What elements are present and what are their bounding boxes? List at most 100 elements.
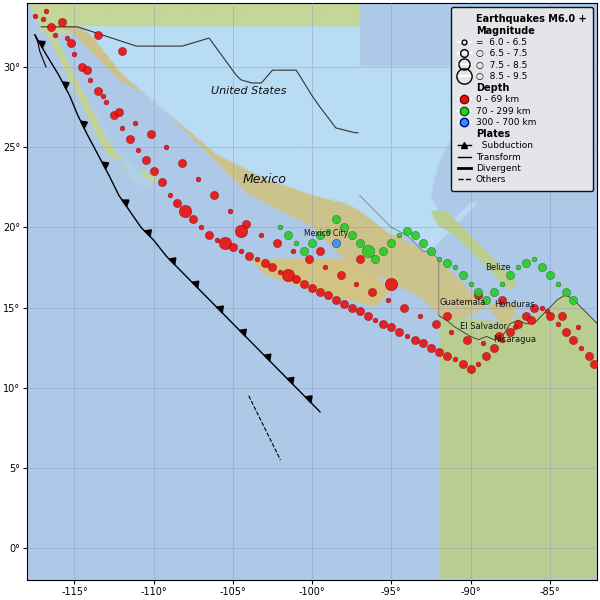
Text: Honduras: Honduras: [494, 300, 535, 309]
Point: [473, 287, 483, 296]
Polygon shape: [80, 121, 88, 128]
Point: [268, 263, 277, 272]
Point: [584, 351, 594, 361]
Point: [442, 351, 452, 361]
Point: [561, 327, 571, 337]
Point: [114, 107, 124, 116]
Point: [418, 239, 428, 248]
Point: [38, 14, 47, 23]
Point: [363, 311, 373, 320]
Point: [244, 251, 254, 261]
Point: [339, 223, 349, 232]
Point: [304, 254, 314, 264]
Point: [284, 230, 293, 240]
Polygon shape: [287, 377, 294, 384]
Point: [331, 239, 341, 248]
Point: [46, 22, 56, 32]
Point: [57, 17, 67, 27]
Point: [446, 327, 456, 337]
Point: [513, 319, 523, 328]
Text: Nicaragua: Nicaragua: [493, 335, 536, 344]
Point: [141, 155, 151, 165]
Point: [307, 239, 317, 248]
Point: [315, 230, 325, 240]
Point: [109, 110, 119, 120]
Point: [30, 11, 40, 20]
Point: [315, 247, 325, 256]
Point: [497, 279, 507, 289]
Point: [466, 364, 475, 373]
Polygon shape: [169, 258, 176, 265]
Point: [101, 97, 111, 107]
Point: [399, 303, 409, 313]
Point: [284, 271, 293, 280]
Point: [236, 226, 245, 235]
Point: [442, 311, 452, 320]
Point: [442, 258, 452, 268]
Polygon shape: [264, 354, 271, 361]
Point: [241, 220, 250, 229]
Point: [94, 86, 103, 96]
Point: [252, 254, 262, 264]
Point: [260, 258, 269, 268]
Point: [62, 33, 71, 43]
Point: [403, 226, 412, 235]
Polygon shape: [145, 230, 151, 236]
Point: [339, 299, 349, 309]
Point: [352, 279, 361, 289]
Point: [257, 230, 266, 240]
Polygon shape: [38, 41, 45, 48]
Point: [529, 303, 539, 313]
Point: [497, 295, 507, 304]
Point: [205, 230, 214, 240]
Point: [426, 247, 436, 256]
Point: [125, 134, 135, 144]
Point: [347, 230, 356, 240]
Point: [98, 91, 108, 101]
Point: [272, 239, 282, 248]
Point: [450, 263, 460, 272]
Polygon shape: [217, 306, 223, 313]
Point: [529, 254, 539, 264]
Point: [161, 142, 171, 152]
Point: [415, 311, 425, 320]
Point: [67, 38, 76, 47]
Point: [526, 316, 535, 325]
Polygon shape: [239, 329, 247, 336]
Point: [379, 247, 388, 256]
Point: [434, 347, 443, 357]
Point: [490, 343, 499, 352]
Point: [553, 319, 562, 328]
Point: [292, 274, 301, 283]
Point: [196, 223, 206, 232]
Point: [561, 287, 571, 296]
Point: [505, 327, 515, 337]
Text: Belize: Belize: [485, 263, 510, 272]
Point: [288, 247, 298, 256]
Point: [466, 279, 475, 289]
Point: [41, 6, 51, 16]
Point: [220, 239, 230, 248]
Polygon shape: [305, 396, 312, 403]
Point: [494, 332, 504, 341]
Point: [426, 343, 436, 352]
Point: [497, 335, 507, 344]
Point: [537, 263, 547, 272]
Point: [383, 295, 393, 304]
Polygon shape: [122, 200, 129, 206]
Point: [510, 322, 520, 332]
Point: [577, 343, 586, 352]
Point: [386, 322, 396, 332]
Point: [478, 338, 488, 347]
Text: Mexico City: Mexico City: [304, 229, 349, 238]
Point: [434, 254, 443, 264]
Point: [299, 247, 309, 256]
Point: [209, 190, 218, 200]
Point: [379, 319, 388, 328]
Point: [403, 332, 412, 341]
Polygon shape: [62, 82, 69, 89]
Point: [542, 306, 551, 316]
Point: [323, 226, 333, 235]
Point: [513, 263, 523, 272]
Point: [188, 215, 198, 224]
